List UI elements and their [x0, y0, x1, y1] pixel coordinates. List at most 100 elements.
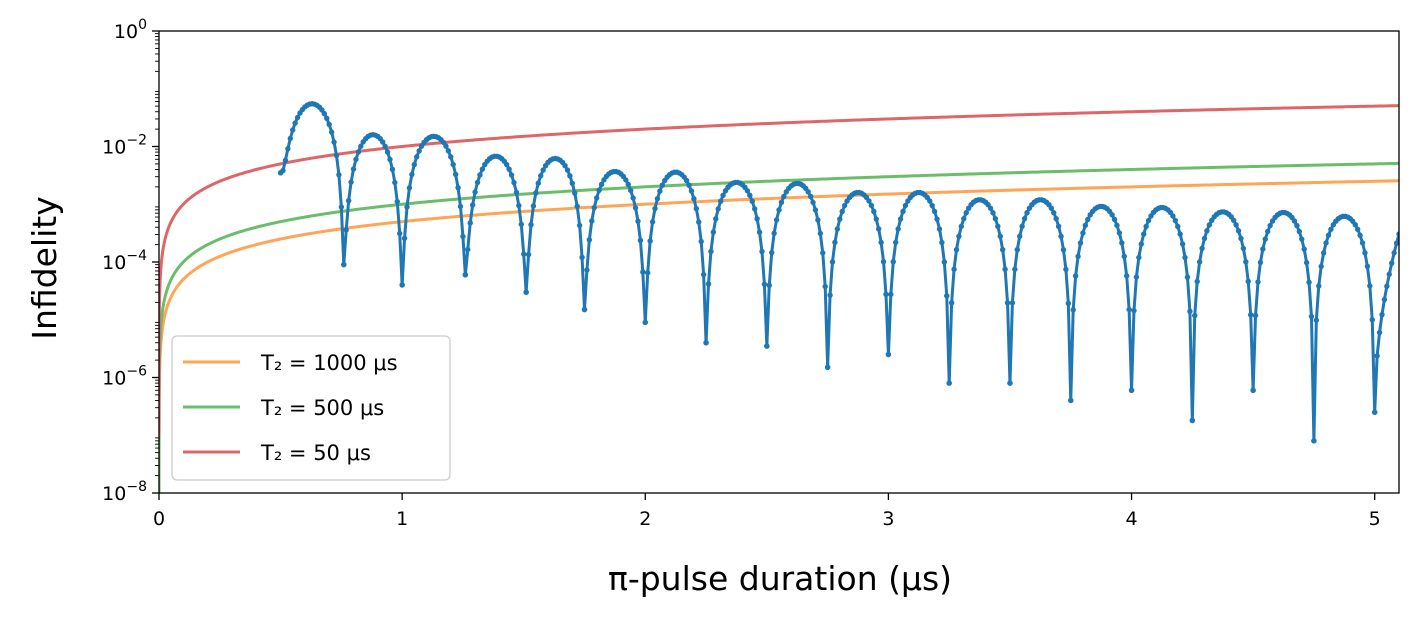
data-point	[1362, 250, 1368, 256]
data-point	[348, 179, 354, 185]
data-point	[708, 248, 714, 255]
data-point	[623, 177, 629, 183]
data-point	[878, 239, 884, 246]
data-point	[837, 216, 843, 222]
data-point	[956, 233, 962, 239]
y-tick-label: 10−8	[102, 479, 147, 505]
data-point	[1308, 313, 1315, 320]
data-point	[469, 202, 476, 208]
data-point	[713, 216, 719, 222]
data-point	[1204, 228, 1210, 234]
data-point	[1065, 300, 1072, 307]
data-point	[1177, 231, 1183, 237]
data-point	[450, 161, 456, 168]
data-point	[829, 259, 836, 265]
data-point	[399, 282, 405, 288]
data-point	[516, 202, 522, 209]
data-point	[406, 185, 413, 191]
legend-box	[171, 335, 451, 481]
y-tick-exponent: −8	[126, 479, 147, 495]
data-point	[321, 110, 328, 117]
data-point	[379, 139, 386, 145]
data-point	[688, 188, 695, 194]
data-point	[328, 129, 335, 135]
data-point	[720, 192, 726, 199]
data-point	[1060, 247, 1067, 253]
series-line-t2-50	[159, 104, 1399, 436]
data-point	[931, 208, 938, 215]
data-point	[640, 269, 646, 275]
data-point	[1391, 250, 1397, 256]
data-point	[1070, 307, 1076, 313]
data-point	[1318, 263, 1324, 270]
data-point	[353, 156, 359, 163]
y-tick-exponent: −4	[126, 248, 147, 264]
data-point	[839, 208, 845, 215]
legend: T₂ = 1000 μs T₂ = 500 μs T₂ = 50 μs	[171, 335, 451, 481]
data-point	[294, 114, 301, 121]
data-point	[1048, 205, 1055, 211]
data-point	[645, 270, 651, 276]
data-point	[771, 230, 777, 236]
data-point	[1141, 231, 1147, 237]
data-point	[946, 380, 952, 386]
data-point	[448, 154, 454, 160]
data-point	[1238, 235, 1244, 242]
data-point	[999, 247, 1006, 253]
data-point	[1024, 210, 1030, 216]
data-point	[1384, 283, 1390, 289]
data-point	[1128, 387, 1135, 394]
data-point	[1002, 266, 1008, 272]
data-point	[343, 227, 349, 233]
data-point	[820, 250, 826, 256]
y-tick-label: 10−6	[102, 364, 147, 390]
data-point	[593, 195, 600, 201]
data-point	[384, 149, 391, 155]
x-tick-label: 1	[396, 508, 408, 530]
data-point	[817, 230, 824, 237]
data-point	[961, 215, 967, 222]
data-point	[387, 156, 393, 163]
data-point	[880, 258, 887, 265]
data-point	[698, 238, 704, 245]
data-point	[1194, 278, 1200, 285]
data-point	[810, 199, 816, 206]
data-point	[642, 319, 648, 326]
y-tick-base: 10	[102, 368, 126, 390]
data-point	[812, 207, 819, 213]
data-point	[506, 166, 512, 172]
data-point	[518, 221, 524, 227]
data-point	[530, 203, 537, 209]
data-point	[1393, 240, 1399, 246]
data-point	[1250, 387, 1256, 394]
x-tick-label: 3	[882, 508, 894, 530]
data-point	[1085, 216, 1091, 223]
y-tick-exponent: 0	[138, 17, 147, 33]
data-point	[538, 173, 544, 179]
data-point	[1303, 259, 1310, 266]
data-point	[995, 223, 1001, 229]
data-point	[637, 237, 644, 244]
data-point	[1235, 228, 1242, 234]
data-point	[452, 171, 459, 178]
data-point	[1170, 213, 1176, 219]
data-point	[761, 281, 768, 287]
data-point	[941, 259, 948, 265]
data-point	[885, 351, 892, 358]
data-point	[1196, 259, 1203, 265]
data-point	[1182, 254, 1188, 261]
data-point	[576, 222, 583, 229]
data-point	[691, 196, 697, 202]
data-point	[533, 190, 539, 196]
y-tick-label: 10−4	[102, 248, 147, 274]
data-point	[1376, 329, 1383, 336]
data-point	[1138, 241, 1144, 247]
data-point	[769, 249, 775, 256]
x-tick-label: 5	[1369, 508, 1381, 530]
data-point	[528, 222, 534, 228]
data-point	[443, 143, 449, 149]
data-point	[953, 247, 960, 253]
data-point	[333, 152, 340, 159]
data-point	[703, 340, 709, 346]
